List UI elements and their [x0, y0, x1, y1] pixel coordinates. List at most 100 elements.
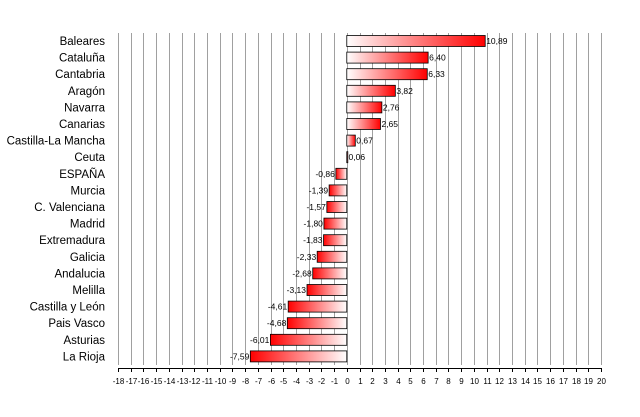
category-label: Aragón [68, 86, 105, 98]
x-tick-label: -5 [280, 377, 288, 386]
x-tick-label: 19 [584, 377, 593, 386]
x-tick-label: 20 [597, 377, 606, 386]
bar [346, 118, 381, 130]
bar [346, 101, 383, 114]
axes-group: -18 -17 -16 -15 -14 -13 -12 -11 -10 -9 -8 -7 -6 -5 -4-… [113, 368, 606, 386]
bar [326, 201, 348, 213]
data-label: 6,33 [428, 69, 445, 79]
bar [346, 35, 486, 47]
data-label: -1,83 [303, 235, 323, 245]
x-tick-label: -11 [202, 377, 214, 386]
x-tick-label: -10 [215, 377, 227, 386]
data-label: 0,06 [349, 152, 366, 162]
x-tick-label: -17 [126, 377, 138, 386]
x-tick-label: -13 [177, 377, 189, 386]
category-label: Canarias [59, 119, 105, 131]
x-tick-label: 3 [383, 377, 388, 386]
data-label: -2,33 [297, 252, 317, 262]
category-label: Galicia [70, 252, 106, 264]
x-tick-label: 2 [370, 377, 375, 386]
x-tick-label: 15 [533, 377, 542, 386]
data-label: -6,01 [250, 335, 270, 345]
x-tick-label: 7 [434, 377, 439, 386]
bars-group [249, 35, 486, 363]
x-tick-label: 9 [459, 377, 464, 386]
bar [335, 167, 348, 180]
data-label: -1,80 [304, 219, 324, 229]
bar [346, 68, 428, 81]
x-tick-label: 10 [470, 377, 479, 386]
x-tick-label: -15 [151, 377, 163, 386]
x-tick-label: -9 [229, 377, 237, 386]
category-label: Pais Vasco [48, 318, 105, 330]
bar [328, 184, 348, 197]
x-tick-label: -4 [293, 377, 301, 386]
data-label: -0,86 [315, 169, 335, 179]
x-tick-label: -16 [138, 377, 150, 386]
data-label: -2,68 [292, 268, 312, 278]
category-label: C. Valenciana [34, 202, 105, 214]
x-tick-label: -3 [306, 377, 314, 386]
bar [346, 51, 429, 64]
bar [323, 217, 348, 230]
labels-group: 10,89 Baleares 6,40 Cataluña 6,33 Cantabria 3,… [7, 36, 508, 363]
data-label: -3,13 [287, 285, 307, 295]
category-label: La Rioja [63, 351, 106, 363]
x-tick-label: 13 [508, 377, 517, 386]
x-tick-label: 0 [345, 377, 350, 386]
x-tick-label: 17 [559, 377, 568, 386]
category-label: Navarra [64, 102, 106, 114]
bar [346, 84, 396, 97]
bar [346, 151, 349, 164]
x-tick-label: 8 [446, 377, 451, 386]
x-tick-label: 6 [421, 377, 426, 386]
category-label: Cantabria [55, 69, 105, 81]
category-label: ESPAÑA [59, 168, 105, 181]
category-label: Ceuta [74, 152, 105, 164]
category-label: Baleares [60, 36, 106, 48]
data-label: 3,82 [396, 86, 413, 96]
bar [323, 234, 348, 247]
x-tick-label: 12 [495, 377, 504, 386]
data-label: 2,76 [383, 102, 400, 112]
x-tick-label: 14 [521, 377, 530, 386]
x-tick-label: 16 [546, 377, 555, 386]
x-tick-label: 1 [358, 377, 363, 386]
x-tick-label: -14 [164, 377, 176, 386]
x-tick-label: -18 [113, 377, 125, 386]
data-label: -1,39 [309, 185, 329, 195]
x-tick-label: -6 [268, 377, 276, 386]
category-label: Cataluña [59, 53, 106, 65]
category-label: Andalucia [54, 268, 105, 280]
x-tick-label: 18 [572, 377, 581, 386]
category-label: Extremadura [39, 235, 105, 247]
data-label: 2,65 [381, 119, 398, 129]
data-label: 0,67 [356, 136, 373, 146]
bar [346, 134, 356, 147]
bar [312, 267, 348, 280]
category-label: Madrid [70, 219, 105, 231]
gridlines [118, 33, 602, 365]
category-label: Murcia [70, 185, 105, 197]
x-tick-label: -8 [242, 377, 250, 386]
bar [306, 284, 348, 296]
bar [287, 300, 348, 313]
bar [249, 350, 348, 363]
bar [286, 317, 348, 330]
category-label: Melilla [72, 285, 105, 297]
data-label: 6,40 [429, 53, 446, 63]
bar [316, 250, 348, 263]
x-tick-label: -1 [331, 377, 339, 386]
x-tick-label: 11 [483, 377, 492, 386]
x-tick-label: 5 [408, 377, 413, 386]
category-label: Asturias [63, 335, 105, 347]
category-label: Castilla y León [30, 302, 105, 314]
x-tick-label: -7 [255, 377, 263, 386]
x-tick-label: 4 [396, 377, 401, 386]
x-tick-label: -2 [318, 377, 326, 386]
category-label: Castilla-La Mancha [7, 136, 106, 148]
data-label: -1,57 [306, 202, 326, 212]
bar [269, 333, 348, 346]
data-label: 10,89 [486, 36, 508, 46]
